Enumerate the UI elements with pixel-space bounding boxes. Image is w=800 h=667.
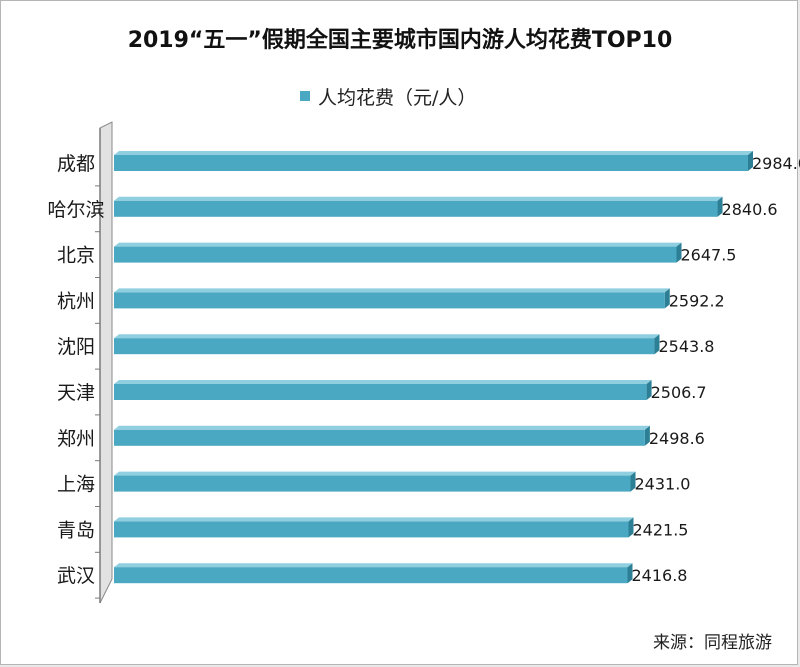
bar-top-face <box>114 471 636 476</box>
bar <box>114 384 647 400</box>
legend-label: 人均花费（元/人） <box>318 86 477 109</box>
category-label: 沈阳 <box>57 336 95 358</box>
axis-wall-panel <box>99 121 113 604</box>
bar-end-face <box>717 196 723 217</box>
category-label: 天津 <box>57 382 95 404</box>
category-label: 武汉 <box>57 565 95 587</box>
category-label: 青岛 <box>57 519 95 541</box>
category-label: 上海 <box>57 474 95 496</box>
value-label: 2421.5 <box>632 520 688 539</box>
bar <box>114 429 645 446</box>
bar-end-face <box>627 563 633 584</box>
bar-end-face <box>644 425 650 446</box>
value-label: 2431.0 <box>635 475 691 494</box>
value-label: 2506.7 <box>651 383 707 402</box>
source-note: 来源：同程旅游 <box>653 633 772 653</box>
value-label: 2647.5 <box>681 246 737 265</box>
category-label: 北京 <box>57 245 95 267</box>
category-label: 郑州 <box>57 428 95 450</box>
bar-top-face <box>114 563 633 568</box>
bar-top-face <box>114 242 682 247</box>
bar-end-face <box>630 471 636 492</box>
bar-end-face <box>654 334 660 355</box>
chart-title: 2019“五一”假期全国主要城市国内游人均花费TOP10 <box>127 28 673 53</box>
bar-top-face <box>114 425 650 430</box>
bar-top-face <box>114 288 670 293</box>
axis-wall <box>95 121 113 604</box>
bar-top-face <box>114 151 753 155</box>
bar <box>114 246 677 263</box>
bar <box>114 292 665 309</box>
bar-top-face <box>114 196 723 201</box>
category-label: 成都 <box>57 153 95 175</box>
value-label: 2416.8 <box>631 566 687 585</box>
bar-top-face <box>114 380 652 384</box>
category-label: 哈尔滨 <box>47 199 104 221</box>
bar-top-face <box>114 517 634 522</box>
chart-legend: 人均花费（元/人） <box>300 84 477 109</box>
bar <box>114 155 748 171</box>
legend-swatch <box>300 91 310 101</box>
value-label: 2498.6 <box>649 429 705 448</box>
bar-end-face <box>664 288 670 309</box>
bar <box>114 475 631 492</box>
value-label: 2840.6 <box>722 200 778 219</box>
value-label: 2984.0 <box>752 154 800 173</box>
category-label: 杭州 <box>57 290 95 312</box>
bar-end-face <box>748 151 753 171</box>
value-labels: 2984.0 2840.6 2647.5 2592.2 2543.8 2506.7 2498… <box>631 154 800 585</box>
bar <box>114 338 655 355</box>
bar <box>114 200 718 217</box>
bar-top-face <box>114 334 660 339</box>
bar <box>114 521 629 538</box>
bar-end-face <box>628 517 634 538</box>
value-label: 2592.2 <box>669 291 725 310</box>
bars <box>114 151 753 584</box>
bar <box>114 567 628 584</box>
bar-end-face <box>646 380 652 400</box>
value-label: 2543.8 <box>658 337 714 356</box>
bar-end-face <box>676 242 682 263</box>
